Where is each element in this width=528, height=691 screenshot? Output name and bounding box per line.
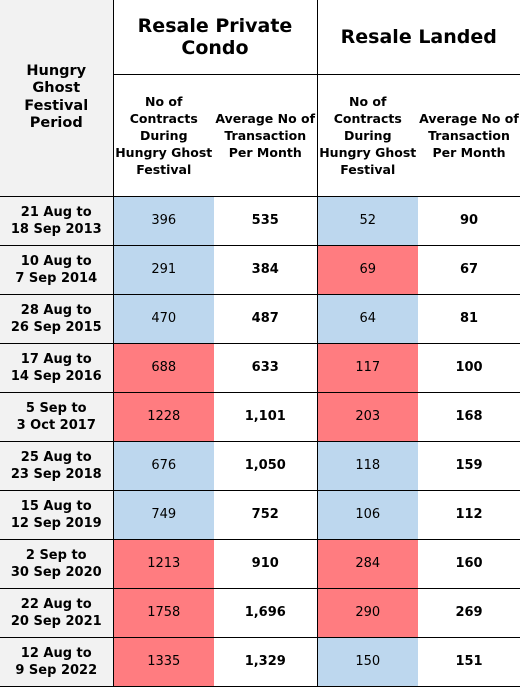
condo-contracts-cell: 1228 [113,391,214,441]
period-end-text: 14 Sep 2016 [10,368,102,384]
landed-average-cell: 81 [418,293,521,343]
table-row: 2 Sep to 30 Sep 2020 1213 910 284 160 [0,538,521,588]
table-row: 10 Aug to 7 Sep 2014 291 384 69 67 [0,244,521,294]
period-cell: 10 Aug to 7 Sep 2014 [0,244,114,294]
period-end-text: 7 Sep 2014 [15,270,98,286]
table-row: 25 Aug to 23 Sep 2018 676 1,050 118 159 [0,440,521,490]
period-cell: 2 Sep to 30 Sep 2020 [0,538,114,588]
period-start-text: 12 Aug to [20,645,92,661]
landed-average-cell: 269 [418,587,521,637]
resale-private-condo-header: Resale Private Condo [113,0,318,75]
landed-contracts-cell: 64 [317,293,418,343]
period-cell: 5 Sep to 3 Oct 2017 [0,391,114,441]
period-end-text: 9 Sep 2022 [15,662,98,678]
landed-average-cell: 168 [418,391,521,441]
period-start-text: 17 Aug to [20,351,92,367]
period-end-text: 20 Sep 2021 [10,613,102,629]
landed-contracts-header: No of Contracts During Hungry Ghost Fest… [319,93,417,177]
landed-average-cell: 67 [418,244,521,294]
period-cell: 22 Aug to 20 Sep 2021 [0,587,114,637]
landed-average-cell: 159 [418,440,521,490]
table-row: 17 Aug to 14 Sep 2016 688 633 117 100 [0,342,521,392]
period-start-text: 2 Sep to [25,547,87,563]
condo-contracts-cell: 1335 [113,636,214,687]
period-column-header: Hungry Ghost Festival Period [0,0,114,196]
landed-contracts-cell: 150 [317,636,418,687]
period-start-text: 15 Aug to [20,498,92,514]
condo-contracts-cell: 291 [113,244,214,294]
condo-average-cell: 633 [214,342,318,392]
condo-contracts-cell: 396 [113,195,214,245]
landed-average-cell: 112 [418,489,521,539]
table-row: 22 Aug to 20 Sep 2021 1758 1,696 290 269 [0,587,521,637]
landed-contracts-cell: 69 [317,244,418,294]
landed-contracts-cell: 203 [317,391,418,441]
table-body: 21 Aug to 18 Sep 2013 396 535 52 90 10 Aug to 7… [0,195,521,687]
period-cell: 17 Aug to 14 Sep 2016 [0,342,114,392]
condo-average-cell: 910 [214,538,318,588]
table-row: 28 Aug to 26 Sep 2015 470 487 64 81 [0,293,521,343]
landed-contracts-cell: 118 [317,440,418,490]
condo-average-cell: 1,696 [214,587,318,637]
period-end-text: 3 Oct 2017 [16,417,96,433]
landed-contracts-cell: 290 [317,587,418,637]
period-start-text: 28 Aug to [20,302,92,318]
period-cell: 21 Aug to 18 Sep 2013 [0,195,114,245]
period-start-text: 21 Aug to [20,204,92,220]
landed-contracts-cell: 106 [317,489,418,539]
period-end-text: 18 Sep 2013 [10,221,102,237]
landed-contracts-cell: 117 [317,342,418,392]
landed-average-cell: 100 [418,342,521,392]
landed-average-cell: 90 [418,195,521,245]
condo-average-cell: 752 [214,489,318,539]
condo-contracts-header: No of Contracts During Hungry Ghost Fest… [115,93,213,177]
period-start-text: 10 Aug to [20,253,92,269]
condo-average-cell: 384 [214,244,318,294]
period-start-text: 5 Sep to [25,400,87,416]
landed-average-header: Average No of Transaction Per Month [419,110,519,160]
period-end-text: 26 Sep 2015 [10,319,102,335]
condo-average-cell: 1,050 [214,440,318,490]
table-row: 15 Aug to 12 Sep 2019 749 752 106 112 [0,489,521,539]
period-cell: 25 Aug to 23 Sep 2018 [0,440,114,490]
condo-average-cell: 1,101 [214,391,318,441]
condo-average-cell: 535 [214,195,318,245]
condo-contracts-cell: 1758 [113,587,214,637]
condo-contracts-cell: 749 [113,489,214,539]
table-row: 12 Aug to 9 Sep 2022 1335 1,329 150 151 [0,636,521,687]
resale-landed-header: Resale Landed [317,0,521,75]
period-start-text: 22 Aug to [20,596,92,612]
period-cell: 28 Aug to 26 Sep 2015 [0,293,114,343]
table-row: 21 Aug to 18 Sep 2013 396 535 52 90 [0,195,521,245]
landed-average-cell: 151 [418,636,521,687]
landed-contracts-cell: 52 [317,195,418,245]
condo-contracts-cell: 1213 [113,538,214,588]
sub-header-row: No of Contracts During Hungry Ghost Fest… [0,74,520,196]
period-cell: 12 Aug to 9 Sep 2022 [0,636,114,687]
period-end-text: 12 Sep 2019 [10,515,102,531]
table-row: 5 Sep to 3 Oct 2017 1228 1,101 203 168 [0,391,521,441]
condo-average-header: Average No of Transaction Per Month [214,74,318,196]
landed-contracts-cell: 284 [317,538,418,588]
condo-average-cell: 487 [214,293,318,343]
period-end-text: 30 Sep 2020 [10,564,102,580]
period-start-text: 25 Aug to [20,449,92,465]
period-cell: 15 Aug to 12 Sep 2019 [0,489,114,539]
group-header-row: Hungry Ghost Festival Period Resale Priv… [0,0,521,196]
condo-average-cell: 1,329 [214,636,318,687]
condo-contracts-cell: 676 [113,440,214,490]
condo-contracts-cell: 470 [113,293,214,343]
landed-average-cell: 160 [418,538,521,588]
period-end-text: 23 Sep 2018 [10,466,102,482]
condo-contracts-cell: 688 [113,342,214,392]
